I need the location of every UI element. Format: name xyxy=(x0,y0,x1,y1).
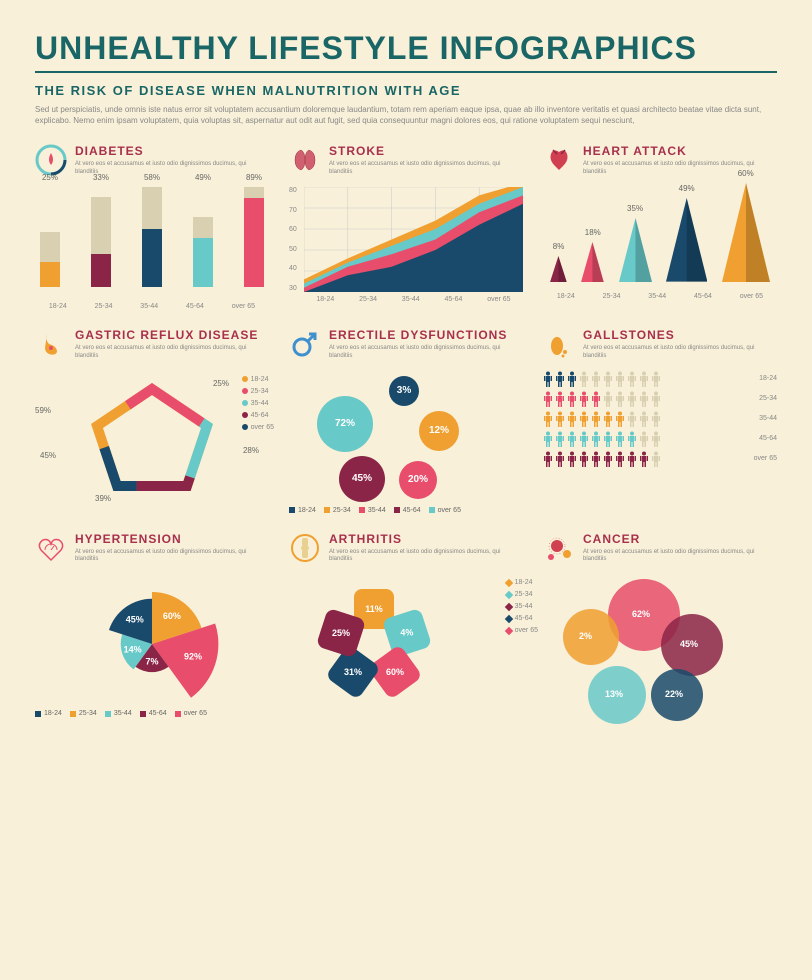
blood-drop-icon xyxy=(35,144,67,176)
subtitle: THE RISK OF DISEASE WHEN MALNUTRITION WI… xyxy=(35,83,777,98)
heart-pyramids: 8%18%35%49%60% xyxy=(543,187,777,287)
x-axis-labels: 18-2425-3435-4445-64over 65 xyxy=(289,296,523,303)
svg-text:14%: 14% xyxy=(124,645,142,655)
panel-desc: At vero eos et accusamus et iusto odio d… xyxy=(583,345,777,361)
diabetes-bars: 25% 33% 58% 49% 89% xyxy=(35,187,269,287)
bubble: 3% xyxy=(389,376,419,406)
petal-chart: 18-2425-3435-4445-64over 65 11%4%60%31%2… xyxy=(289,574,523,704)
panel-desc: At vero eos et accusamus et iusto odio d… xyxy=(75,549,269,565)
virus-icon xyxy=(543,532,575,564)
pentagon-chart: 59% 25% 28% 39% 45% 18-2425-3435-4445-64… xyxy=(35,371,269,501)
pyramid: 35% xyxy=(619,218,652,287)
diabetes-panel: DIABETESAt vero eos et accusamus et iust… xyxy=(35,144,269,310)
pie-chart: 60% 92% 7%14% 45% xyxy=(35,574,269,704)
pent-val: 39% xyxy=(95,494,111,503)
intro-text: Sed ut perspiciatis, unde omnis iste nat… xyxy=(35,104,777,126)
people-row: 25-34 xyxy=(543,391,777,407)
bubble: 72% xyxy=(317,396,373,452)
gallstones-panel: GALLSTONES At vero eos et accusamus et iu… xyxy=(543,328,777,514)
panel-title: ERECTILE DYSFUNCTIONS xyxy=(329,328,523,342)
pyramid: 8% xyxy=(550,256,567,287)
brain-icon xyxy=(289,144,321,176)
bar: 33% xyxy=(91,187,111,287)
panel-title: CANCER xyxy=(583,532,777,546)
hypertension-panel: HYPERTENSION At vero eos et accusamus et … xyxy=(35,532,269,718)
panel-desc: At vero eos et accusamus et iusto odio d… xyxy=(583,549,777,565)
pent-val: 45% xyxy=(40,451,56,460)
stroke-panel: STROKE At vero eos et accusamus et iusto … xyxy=(289,144,523,310)
panel-title: ARTHRITIS xyxy=(329,532,523,546)
people-row: 45-64 xyxy=(543,431,777,447)
bubble: 12% xyxy=(419,411,459,451)
people-row: 18-24 xyxy=(543,371,777,387)
panel-title: GALLSTONES xyxy=(583,328,777,342)
main-title: UNHEALTHY LIFESTYLE INFOGRAPHICS xyxy=(35,30,777,73)
pent-val: 28% xyxy=(243,446,259,455)
gallbladder-icon xyxy=(543,328,575,360)
bubble-chart: 3%12% 20% 45%72% xyxy=(289,371,523,501)
bar: 89% xyxy=(244,187,264,287)
panel-desc: At vero eos et accusamus et iusto odio d… xyxy=(75,345,269,361)
gastric-panel: GASTRIC REFLUX DISEASE At vero eos et acc… xyxy=(35,328,269,514)
panel-desc: At vero eos et accusamus et iusto odio d… xyxy=(329,161,523,177)
pyramid: 49% xyxy=(666,198,707,287)
bar: 49% xyxy=(193,187,213,287)
svg-text:7%: 7% xyxy=(145,657,158,667)
chart-grid: DIABETES At vero eos et accusamus et iust… xyxy=(35,144,777,717)
pent-val: 59% xyxy=(35,406,51,415)
legend: 18-2425-3435-4445-64over 65 xyxy=(35,710,269,717)
heart-panel: HEART ATTACKAt vero eos et accusamus et … xyxy=(543,144,777,310)
svg-text:45%: 45% xyxy=(126,615,144,625)
arthritis-panel: ARTHRITIS At vero eos et accusamus et ius… xyxy=(289,532,523,718)
legend: 18-2425-3435-4445-64over 65 xyxy=(242,376,274,431)
pent-val: 25% xyxy=(213,379,229,388)
stroke-chart: 807060504030 xyxy=(289,187,523,292)
venn-chart: 62%45%22%13%2% xyxy=(543,574,777,714)
male-icon xyxy=(289,328,321,360)
joint-icon xyxy=(289,532,321,564)
svg-text:60%: 60% xyxy=(163,611,181,621)
y-axis: 807060504030 xyxy=(289,187,297,292)
panel-title: STROKE xyxy=(329,144,523,158)
panel-desc: At vero eos et accusamus et iusto odio d… xyxy=(329,345,523,361)
bubble: 20% xyxy=(399,461,437,499)
legend: 18-2425-3435-4445-64over 65 xyxy=(289,507,523,514)
pyramid: 60% xyxy=(722,183,770,287)
pyramid: 18% xyxy=(581,242,604,287)
x-axis-labels: 18-2425-3435-4445-64over 65 xyxy=(543,293,777,300)
stomach-icon xyxy=(35,328,67,360)
panel-title: GASTRIC REFLUX DISEASE xyxy=(75,328,269,342)
panel-title: HYPERTENSION xyxy=(75,532,269,546)
heart-icon xyxy=(543,144,575,176)
erectile-panel: ERECTILE DYSFUNCTIONS At vero eos et accu… xyxy=(289,328,523,514)
legend: 18-2425-3435-4445-64over 65 xyxy=(506,579,538,634)
heart-gauge-icon xyxy=(35,532,67,564)
pictogram-chart: 18-24 25-34 35-44 45-64 over 65 xyxy=(543,371,777,467)
panel-title: HEART ATTACK xyxy=(583,144,777,158)
svg-text:92%: 92% xyxy=(184,652,202,662)
people-row: over 65 xyxy=(543,451,777,467)
cancer-panel: CANCER At vero eos et accusamus et iusto … xyxy=(543,532,777,718)
panel-desc: At vero eos et accusamus et iusto odio d… xyxy=(329,549,523,565)
bar: 58% xyxy=(142,187,162,287)
bar: 25% xyxy=(40,187,60,287)
bubble: 45% xyxy=(339,456,385,502)
people-row: 35-44 xyxy=(543,411,777,427)
panel-title: DIABETES xyxy=(75,144,269,158)
